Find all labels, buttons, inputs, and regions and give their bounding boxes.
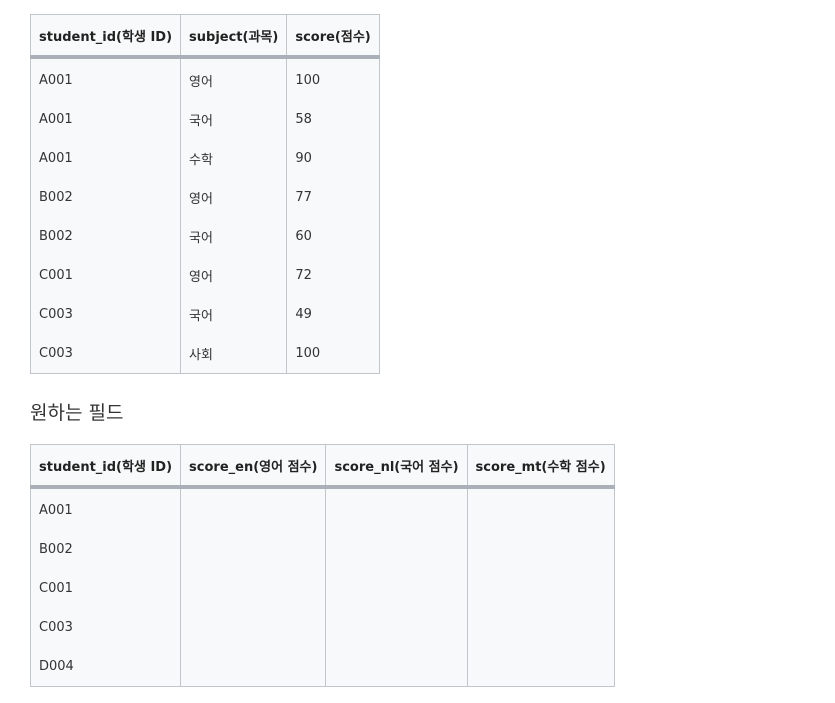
cell-score-nl bbox=[325, 487, 468, 530]
cell-score: 72 bbox=[286, 256, 380, 295]
cell-student-id: C003 bbox=[29, 608, 182, 647]
cell-score-mt bbox=[466, 608, 615, 647]
table-row: A001 bbox=[29, 487, 615, 530]
cell-score-en bbox=[180, 608, 327, 647]
scores-source-table: student_id(학생 ID) subject(과목) score(점수) … bbox=[29, 14, 380, 374]
cell-score-mt bbox=[466, 487, 615, 530]
column-header-score-mt: score_mt(수학 점수) bbox=[466, 444, 615, 489]
column-header-score: score(점수) bbox=[286, 14, 380, 59]
table-row: B002 영어 77 bbox=[29, 178, 380, 217]
cell-score-mt bbox=[466, 530, 615, 569]
cell-score: 60 bbox=[286, 217, 380, 256]
table-row: A001 영어 100 bbox=[29, 57, 380, 100]
cell-student-id: A001 bbox=[29, 57, 182, 100]
column-header-subject: subject(과목) bbox=[180, 14, 288, 59]
cell-score: 90 bbox=[286, 139, 380, 178]
cell-score-en bbox=[180, 530, 327, 569]
cell-score-nl bbox=[325, 608, 468, 647]
table-row: A001 국어 58 bbox=[29, 100, 380, 139]
column-header-student-id: student_id(학생 ID) bbox=[29, 14, 182, 59]
table-row: C001 bbox=[29, 569, 615, 608]
cell-student-id: A001 bbox=[29, 487, 182, 530]
table-row: C003 국어 49 bbox=[29, 295, 380, 334]
table-row: B002 국어 60 bbox=[29, 217, 380, 256]
table-header-row: student_id(학생 ID) subject(과목) score(점수) bbox=[29, 14, 380, 59]
cell-score-mt bbox=[466, 569, 615, 608]
cell-student-id: C001 bbox=[29, 256, 182, 295]
cell-subject: 수학 bbox=[180, 139, 288, 178]
cell-student-id: A001 bbox=[29, 100, 182, 139]
section-heading: 원하는 필드 bbox=[30, 402, 124, 424]
table-row: A001 수학 90 bbox=[29, 139, 380, 178]
cell-student-id: C003 bbox=[29, 334, 182, 374]
cell-subject: 영어 bbox=[180, 256, 288, 295]
cell-subject: 영어 bbox=[180, 178, 288, 217]
cell-score-nl bbox=[325, 647, 468, 687]
cell-score: 100 bbox=[286, 334, 380, 374]
cell-student-id: A001 bbox=[29, 139, 182, 178]
cell-score-mt bbox=[466, 647, 615, 687]
column-header-score-en: score_en(영어 점수) bbox=[180, 444, 327, 489]
cell-student-id: B002 bbox=[29, 217, 182, 256]
cell-student-id: B002 bbox=[29, 178, 182, 217]
cell-score-en bbox=[180, 487, 327, 530]
table-row: C003 사회 100 bbox=[29, 334, 380, 374]
cell-score-nl bbox=[325, 569, 468, 608]
column-header-score-nl: score_nl(국어 점수) bbox=[325, 444, 468, 489]
cell-score: 49 bbox=[286, 295, 380, 334]
cell-score-nl bbox=[325, 530, 468, 569]
cell-score: 100 bbox=[286, 57, 380, 100]
cell-score-en bbox=[180, 569, 327, 608]
table-row: B002 bbox=[29, 530, 615, 569]
table-header-row: student_id(학생 ID) score_en(영어 점수) score_… bbox=[29, 444, 615, 489]
column-header-student-id: student_id(학생 ID) bbox=[29, 444, 182, 489]
cell-student-id: C001 bbox=[29, 569, 182, 608]
cell-student-id: D004 bbox=[29, 647, 182, 687]
cell-subject: 국어 bbox=[180, 100, 288, 139]
cell-subject: 국어 bbox=[180, 217, 288, 256]
table-row: C003 bbox=[29, 608, 615, 647]
cell-subject: 영어 bbox=[180, 57, 288, 100]
cell-student-id: B002 bbox=[29, 530, 182, 569]
desired-fields-table: student_id(학생 ID) score_en(영어 점수) score_… bbox=[29, 444, 615, 687]
table-row: C001 영어 72 bbox=[29, 256, 380, 295]
cell-subject: 사회 bbox=[180, 334, 288, 374]
cell-student-id: C003 bbox=[29, 295, 182, 334]
cell-score: 58 bbox=[286, 100, 380, 139]
table-row: D004 bbox=[29, 647, 615, 687]
cell-score: 77 bbox=[286, 178, 380, 217]
cell-score-en bbox=[180, 647, 327, 687]
cell-subject: 국어 bbox=[180, 295, 288, 334]
